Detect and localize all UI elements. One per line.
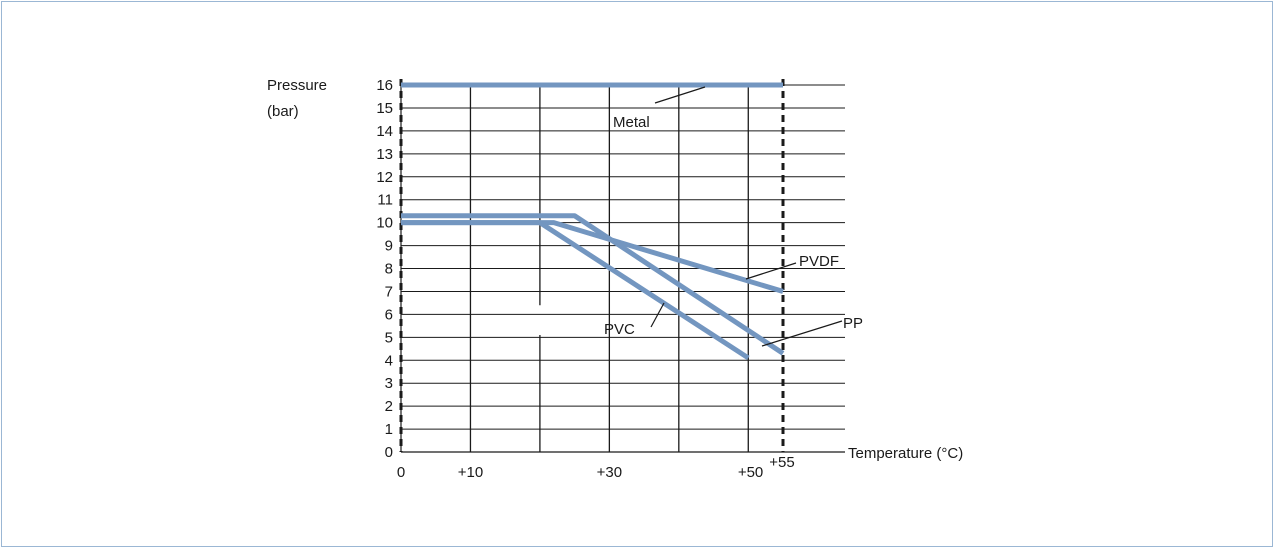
x-tick-55: +55	[769, 454, 794, 471]
y-tick-16: 16	[376, 77, 393, 94]
y-tick-11: 11	[377, 192, 393, 209]
annotation-metal: Metal	[613, 114, 650, 131]
leader-metal	[654, 86, 706, 104]
y-tick-12: 12	[376, 169, 393, 186]
y-tick-9: 9	[385, 238, 393, 255]
axes	[400, 79, 845, 453]
y-tick-6: 6	[385, 306, 393, 323]
annotation-pvc: PVC	[604, 321, 635, 338]
y-tick-1: 1	[385, 421, 393, 438]
boundary-lines	[399, 79, 785, 452]
y-tick-4: 4	[385, 352, 393, 369]
y-tick-2: 2	[385, 398, 393, 415]
y-tick-14: 14	[376, 123, 393, 140]
y-tick-15: 15	[376, 100, 393, 117]
x-tick-10: +10	[458, 464, 483, 481]
x-tick-30: +30	[597, 464, 622, 481]
y-tick-0: 0	[385, 444, 393, 461]
x-tick-0: 0	[397, 464, 405, 481]
series-lines	[401, 82, 785, 361]
series-pp	[401, 213, 785, 356]
y-axis-label-line1: Pressure	[267, 77, 327, 94]
series-pvc	[401, 220, 750, 361]
y-tick-13: 13	[376, 146, 393, 163]
leader-pvdf	[745, 262, 797, 280]
y-tick-7: 7	[385, 283, 393, 300]
y-tick-5: 5	[385, 329, 393, 346]
annotation-pp: PP	[843, 315, 863, 332]
x-tick-50: +50	[738, 464, 763, 481]
annotation-leaders	[650, 86, 843, 347]
leader-pvc	[650, 302, 665, 328]
leader-pp	[761, 320, 843, 347]
y-tick-8: 8	[385, 261, 393, 278]
annotation-pvdf: PVDF	[799, 253, 839, 270]
y-tick-3: 3	[385, 375, 393, 392]
y-tick-10: 10	[376, 215, 393, 232]
y-axis-label-line2: (bar)	[267, 103, 299, 120]
x-axis-label: Temperature (°C)	[848, 445, 963, 462]
